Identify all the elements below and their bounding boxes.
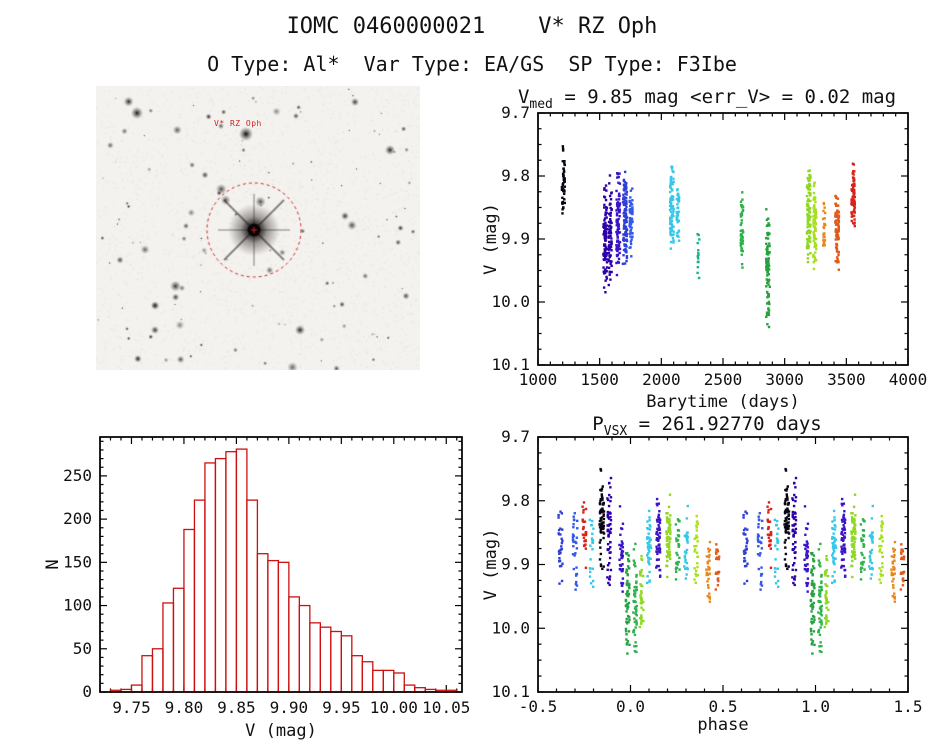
lightcurve-title-sub: med [529,96,553,112]
svg-text:0.5: 0.5 [709,697,738,716]
svg-text:2500: 2500 [704,370,743,389]
lightcurve-title-pre: V [517,86,530,108]
svg-text:3000: 3000 [765,370,804,389]
svg-text:100: 100 [63,596,92,615]
svg-text:3500: 3500 [827,370,866,389]
finding-chart: V* RZ Oph [96,86,420,370]
svg-text:10.00: 10.00 [370,698,418,717]
svg-text:4000: 4000 [889,370,928,389]
svg-text:150: 150 [63,552,92,571]
svg-text:10.0: 10.0 [491,618,530,637]
svg-text:10.1: 10.1 [491,682,530,701]
svg-text:V (mag): V (mag) [481,529,501,601]
target-label: V* RZ Oph [214,119,262,128]
svg-text:1.5: 1.5 [894,697,923,716]
lightcurve-title: Vmed = 9.85 mag <err_V> = 0.02 mag [470,86,944,112]
phase-plot-title: PVSX = 261.92770 days [470,413,944,439]
lightcurve-plot: 1000 1500 2000 2500 3000 3500 4000 9.7 9.8 9.9 10.… [481,103,928,412]
svg-text:10.05: 10.05 [422,698,470,717]
phase-title-post: = 261.92770 days [627,413,822,435]
svg-text:0: 0 [82,682,92,701]
svg-text:Barytime (days): Barytime (days) [646,392,800,412]
svg-text:9.8: 9.8 [501,166,530,185]
finding-chart-image [96,86,420,370]
svg-text:0.0: 0.0 [616,697,645,716]
phase-plot: -0.5 0.0 0.5 1.0 1.5 9.7 9.8 9.9 10.0 10.1 phase V … [481,427,923,735]
svg-text:250: 250 [63,466,92,485]
svg-text:9.9: 9.9 [501,229,530,248]
svg-text:9.8: 9.8 [501,491,530,510]
svg-text:9.9: 9.9 [501,555,530,574]
svg-text:9.85: 9.85 [217,698,256,717]
svg-text:1000: 1000 [519,370,558,389]
svg-text:2000: 2000 [642,370,681,389]
svg-text:9.95: 9.95 [322,698,361,717]
phase-title-sub: VSX [603,423,628,439]
svg-text:V (mag): V (mag) [481,203,501,275]
object-type-line: O Type: Al* Var Type: EA/GS SP Type: F3I… [207,52,737,76]
svg-text:10.1: 10.1 [491,355,530,374]
svg-text:9.90: 9.90 [270,698,309,717]
svg-text:phase: phase [697,715,748,735]
svg-text:1500: 1500 [580,370,619,389]
svg-text:10.0: 10.0 [491,292,530,311]
histogram-plot: 9.75 9.80 9.85 9.90 9.95 10.00 10.05 0 50 100 150 2… [43,436,470,741]
page-title: IOMC 0460000021 V* RZ Oph [286,14,658,39]
svg-text:V (mag): V (mag) [245,721,317,741]
lightcurve-title-post: = 9.85 mag <err_V> = 0.02 mag [552,86,897,108]
svg-text:9.7: 9.7 [501,427,530,446]
svg-text:50: 50 [73,639,92,658]
svg-text:1.0: 1.0 [801,697,830,716]
svg-text:-0.5: -0.5 [519,697,558,716]
svg-text:200: 200 [63,509,92,528]
phase-title-pre: P [592,413,604,435]
svg-text:9.7: 9.7 [501,103,530,122]
svg-text:9.80: 9.80 [165,698,204,717]
svg-text:N: N [43,559,63,569]
svg-text:9.75: 9.75 [112,698,151,717]
